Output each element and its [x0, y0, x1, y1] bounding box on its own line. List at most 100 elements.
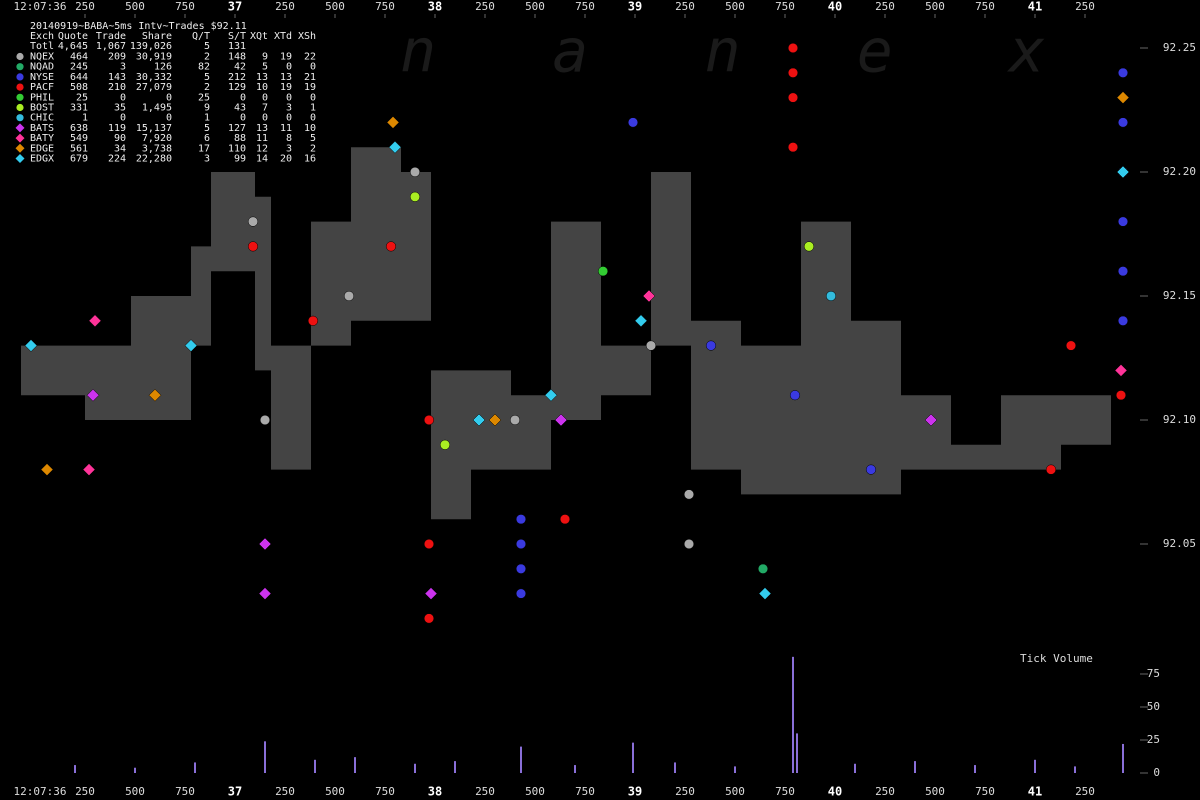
trade-marker — [1045, 464, 1057, 475]
trade-marker — [40, 463, 54, 476]
x-tick-label: 38 — [428, 785, 442, 799]
stats-cell: 638 — [70, 123, 88, 134]
stats-total: 1,067 — [96, 41, 126, 52]
stats-cell: 11 — [256, 133, 268, 144]
volume-bar — [792, 656, 794, 773]
x-tick-label: 750 — [575, 0, 595, 13]
stats-cell: 210 — [108, 82, 126, 93]
volume-bar — [854, 763, 856, 773]
stats-cell: 0 — [262, 92, 268, 103]
trade-marker — [259, 414, 271, 426]
trade-marker — [544, 388, 558, 402]
trade-marker — [1117, 216, 1129, 227]
legend-marker — [15, 154, 25, 163]
stats-cell: 561 — [70, 143, 88, 154]
x-tick-label: 500 — [725, 0, 745, 13]
stats-cell: 464 — [70, 52, 88, 63]
trade-marker — [924, 413, 938, 427]
stats-cell: 5 — [262, 62, 268, 73]
trade-marker — [634, 314, 648, 328]
stats-cell: 15,137 — [136, 123, 172, 134]
trade-marker — [642, 289, 656, 303]
stats-cell: 1 — [82, 113, 88, 124]
stats-header: Share — [142, 31, 172, 42]
stats-cell: 20 — [280, 154, 292, 165]
trade-marker — [1114, 364, 1128, 377]
trade-marker — [515, 588, 527, 599]
trade-marker — [423, 613, 435, 624]
trade-marker — [597, 266, 609, 277]
stats-cell: 0 — [310, 92, 316, 103]
trade-marker — [148, 388, 162, 402]
time-label: 12:07:36 — [14, 0, 67, 13]
volume-bar — [314, 759, 316, 773]
x-tick-label: 38 — [428, 0, 442, 14]
trade-marker — [1117, 117, 1129, 128]
stats-cell: 19 — [304, 82, 316, 93]
trade-marker — [1117, 266, 1129, 277]
trade-marker — [789, 390, 801, 401]
trade-marker — [509, 414, 521, 426]
stats-total: 5 — [204, 41, 210, 52]
x-tick-label: 500 — [325, 0, 345, 13]
trade-marker — [488, 413, 502, 427]
stats-cell: 13 — [280, 72, 292, 83]
stats-cell: 209 — [108, 52, 126, 63]
legend-marker — [15, 133, 25, 143]
stats-cell: 644 — [70, 72, 88, 83]
stats-cell: 7,920 — [142, 133, 172, 144]
x-tick-label: 500 — [925, 0, 945, 13]
stats-cell: 148 — [228, 52, 246, 63]
volume-bar — [520, 746, 522, 773]
stats-cell: 508 — [70, 82, 88, 93]
stats-cell: 13 — [256, 72, 268, 83]
stats-header: S/T — [228, 31, 246, 42]
legend-name: EDGE — [30, 143, 54, 154]
legend-marker — [16, 93, 24, 101]
trade-marker — [258, 537, 272, 551]
stats-cell: 129 — [228, 82, 246, 93]
stats-cell: 6 — [204, 133, 210, 144]
trade-marker — [386, 116, 400, 129]
legend-name: PACF — [30, 82, 54, 93]
trade-marker — [787, 92, 799, 103]
x-tick-label: 500 — [525, 0, 545, 13]
y-tick-label: 92.25 — [1163, 41, 1196, 54]
legend-name: EDGX — [30, 154, 54, 165]
stats-cell: 212 — [228, 72, 246, 83]
trade-marker — [515, 538, 527, 550]
x-tick-label: 500 — [325, 785, 345, 798]
legend-marker — [16, 114, 24, 122]
legend-marker — [15, 123, 25, 133]
stats-cell: 82 — [198, 62, 210, 73]
legend-name: NYSE — [30, 72, 54, 83]
legend-name: PHIL — [30, 92, 54, 103]
x-tick-label: 37 — [228, 0, 242, 14]
volume-bar — [574, 765, 576, 773]
legend-marker — [16, 83, 24, 91]
stats-cell: 2 — [204, 52, 210, 63]
trade-marker — [758, 587, 772, 600]
y-tick-label: 92.20 — [1163, 165, 1196, 178]
x-tick-label: 500 — [125, 785, 145, 798]
legend-name: CHIC — [30, 113, 54, 124]
x-tick-label: 250 — [875, 785, 895, 798]
volume-bar — [134, 767, 136, 773]
stats-cell: 34 — [114, 143, 126, 154]
x-tick-label: 40 — [828, 0, 842, 14]
trade-marker — [627, 117, 639, 128]
stats-cell: 331 — [70, 103, 88, 114]
stats-cell: 19 — [280, 52, 292, 63]
x-tick-label: 750 — [175, 785, 195, 798]
legend-marker — [15, 143, 25, 153]
stats-cell: 88 — [234, 133, 246, 144]
x-tick-label: 250 — [675, 0, 695, 13]
stats-cell: 17 — [198, 143, 210, 154]
stats-cell: 9 — [204, 103, 210, 114]
stats-cell: 0 — [240, 92, 246, 103]
stats-cell: 3 — [120, 62, 126, 73]
stats-cell: 549 — [70, 133, 88, 144]
trade-marker — [409, 166, 421, 178]
chart-title: 20140919~BABA~5ms Intv~Trades $92.11 — [30, 21, 247, 32]
stats-cell: 0 — [240, 113, 246, 124]
